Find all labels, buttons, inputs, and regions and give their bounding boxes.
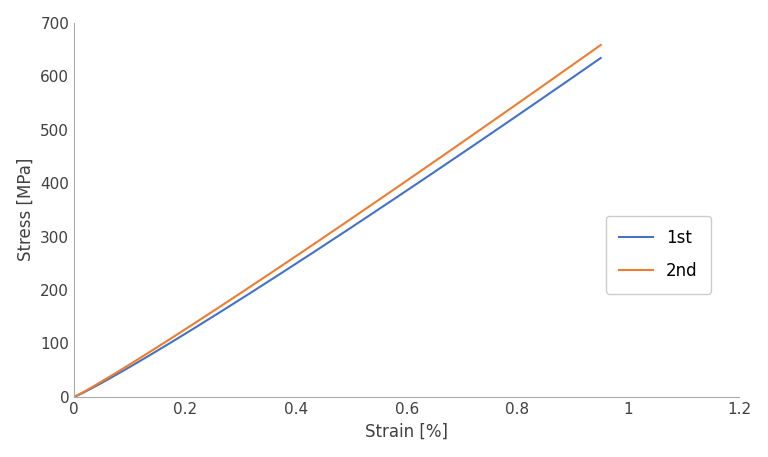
1st [167, 339, 177, 345]
Line: 2nd: 2nd [74, 45, 601, 397]
2nd [551, 74, 561, 80]
1st [69, 394, 78, 400]
1st [551, 86, 561, 92]
1st [101, 378, 111, 383]
2nd [167, 335, 177, 340]
1st [570, 74, 579, 79]
1st [91, 383, 100, 389]
2nd [69, 394, 78, 400]
2nd [91, 383, 100, 388]
1st [210, 313, 219, 319]
2nd [101, 376, 111, 382]
1st [596, 55, 605, 61]
2nd [596, 42, 605, 48]
Line: 1st: 1st [74, 58, 601, 397]
2nd [210, 308, 219, 313]
X-axis label: Strain [%]: Strain [%] [365, 422, 449, 441]
Y-axis label: Stress [MPa]: Stress [MPa] [17, 158, 35, 261]
2nd [570, 61, 579, 66]
Legend: 1st, 2nd: 1st, 2nd [606, 216, 711, 293]
